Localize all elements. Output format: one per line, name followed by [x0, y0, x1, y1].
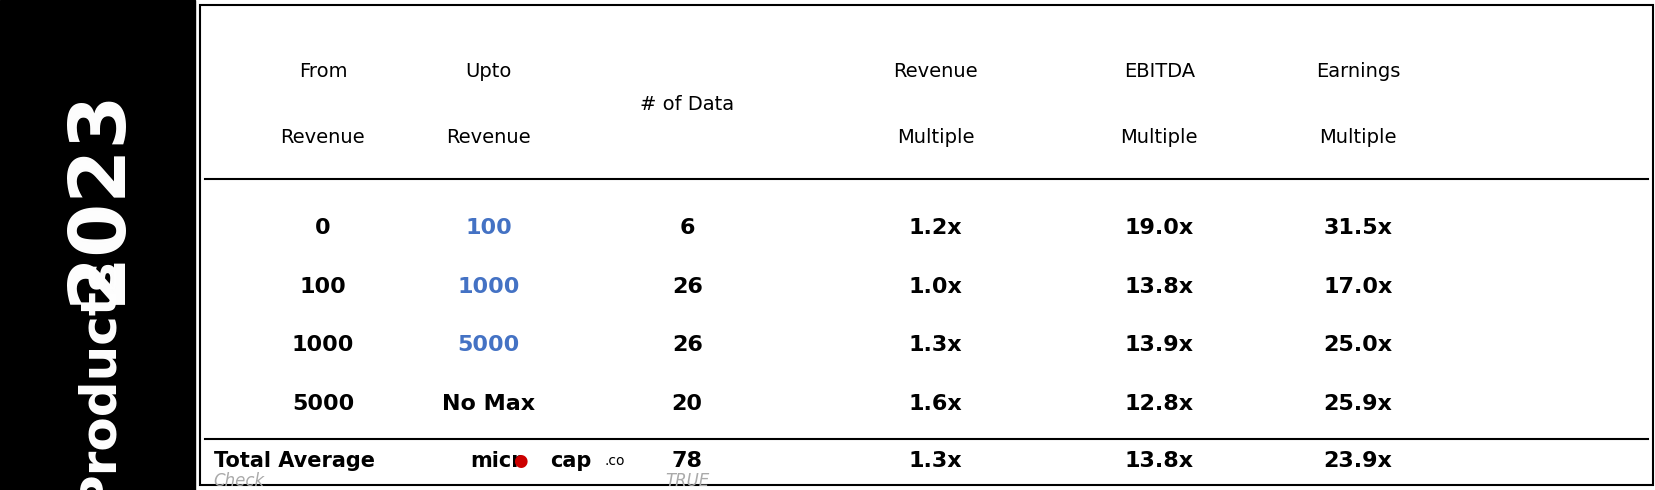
Text: Total Average: Total Average: [213, 451, 374, 470]
Text: micr: micr: [470, 451, 521, 470]
Text: 100: 100: [300, 277, 346, 296]
Text: 17.0x: 17.0x: [1322, 277, 1392, 296]
Text: 78: 78: [672, 451, 702, 470]
Text: 5000: 5000: [457, 336, 520, 355]
Text: 19.0x: 19.0x: [1124, 218, 1193, 238]
Text: 31.5x: 31.5x: [1322, 218, 1392, 238]
Text: Check: Check: [213, 472, 265, 490]
Text: 1.3x: 1.3x: [909, 451, 962, 470]
Text: No Max: No Max: [442, 394, 535, 414]
Text: 6: 6: [679, 218, 695, 238]
Text: 12.8x: 12.8x: [1124, 394, 1193, 414]
Text: .co: .co: [604, 454, 624, 467]
Text: 13.9x: 13.9x: [1124, 336, 1193, 355]
Text: Revenue: Revenue: [892, 62, 978, 80]
Text: Products: Products: [74, 257, 121, 490]
Text: ●: ●: [513, 452, 526, 469]
Text: 2023: 2023: [60, 88, 136, 304]
Text: Revenue: Revenue: [445, 128, 531, 147]
Text: Upto: Upto: [465, 62, 511, 80]
Text: From: From: [298, 62, 348, 80]
Text: Multiple: Multiple: [1319, 128, 1395, 147]
Text: Earnings: Earnings: [1316, 62, 1398, 80]
Text: 1000: 1000: [291, 336, 354, 355]
Text: Multiple: Multiple: [897, 128, 973, 147]
Text: Multiple: Multiple: [1120, 128, 1197, 147]
Text: 13.8x: 13.8x: [1124, 277, 1193, 296]
FancyBboxPatch shape: [200, 5, 1652, 485]
Text: 25.9x: 25.9x: [1322, 394, 1392, 414]
Text: EBITDA: EBITDA: [1124, 62, 1193, 80]
Text: 0: 0: [314, 218, 331, 238]
Text: 26: 26: [672, 277, 702, 296]
Text: cap: cap: [549, 451, 591, 470]
Text: # of Data: # of Data: [640, 95, 733, 114]
Text: 1.3x: 1.3x: [909, 336, 962, 355]
Text: 100: 100: [465, 218, 511, 238]
Text: TRUE: TRUE: [665, 472, 708, 490]
Text: 1.0x: 1.0x: [909, 277, 962, 296]
Text: 23.9x: 23.9x: [1322, 451, 1392, 470]
Text: 1000: 1000: [457, 277, 520, 296]
Text: 5000: 5000: [291, 394, 354, 414]
Text: 13.8x: 13.8x: [1124, 451, 1193, 470]
Text: 20: 20: [672, 394, 702, 414]
FancyBboxPatch shape: [0, 0, 195, 490]
Text: 1.6x: 1.6x: [909, 394, 962, 414]
Text: 25.0x: 25.0x: [1322, 336, 1392, 355]
Text: Revenue: Revenue: [280, 128, 366, 147]
Text: 1.2x: 1.2x: [909, 218, 962, 238]
Text: 26: 26: [672, 336, 702, 355]
